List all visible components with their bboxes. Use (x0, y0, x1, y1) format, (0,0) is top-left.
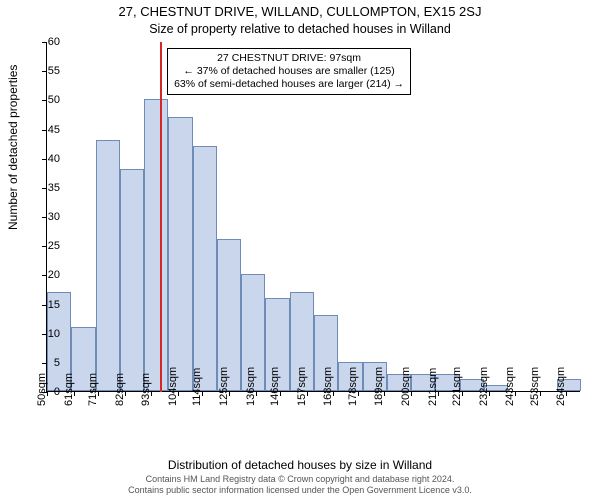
y-tick-label: 35 (32, 182, 60, 194)
credits-line1: Contains HM Land Registry data © Crown c… (146, 474, 455, 484)
y-tick-label: 40 (32, 153, 60, 165)
property-marker-line (160, 42, 162, 392)
annotation-line: ← 37% of detached houses are smaller (12… (174, 65, 404, 78)
y-tick-label: 10 (32, 328, 60, 340)
y-tick-label: 15 (32, 299, 60, 311)
y-tick-label: 20 (32, 269, 60, 281)
credits: Contains HM Land Registry data © Crown c… (0, 474, 600, 496)
histogram-bar (120, 169, 144, 391)
annotation-line: 27 CHESTNUT DRIVE: 97sqm (174, 52, 404, 65)
histogram-bar (168, 117, 192, 391)
y-tick-label: 30 (32, 211, 60, 223)
y-tick-label: 60 (32, 36, 60, 48)
credits-line2: Contains public sector information licen… (128, 485, 472, 495)
histogram-bar (96, 140, 120, 391)
y-axis-label: Number of detached properties (6, 65, 20, 230)
annotation-box: 27 CHESTNUT DRIVE: 97sqm← 37% of detache… (167, 48, 411, 95)
plot-inner: 27 CHESTNUT DRIVE: 97sqm← 37% of detache… (46, 42, 580, 392)
histogram-bar (144, 99, 168, 391)
chart-container: 27, CHESTNUT DRIVE, WILLAND, CULLOMPTON,… (0, 0, 600, 500)
y-tick-label: 25 (32, 240, 60, 252)
chart-title: 27, CHESTNUT DRIVE, WILLAND, CULLOMPTON,… (0, 4, 600, 19)
chart-subtitle: Size of property relative to detached ho… (0, 22, 600, 36)
y-tick-label: 50 (32, 94, 60, 106)
y-tick-label: 55 (32, 65, 60, 77)
x-axis-label: Distribution of detached houses by size … (0, 458, 600, 472)
y-tick-label: 45 (32, 124, 60, 136)
histogram-bar (193, 146, 217, 391)
plot-area: 27 CHESTNUT DRIVE: 97sqm← 37% of detache… (46, 42, 580, 392)
y-tick-label: 5 (32, 357, 60, 369)
annotation-line: 63% of semi-detached houses are larger (… (174, 78, 404, 91)
